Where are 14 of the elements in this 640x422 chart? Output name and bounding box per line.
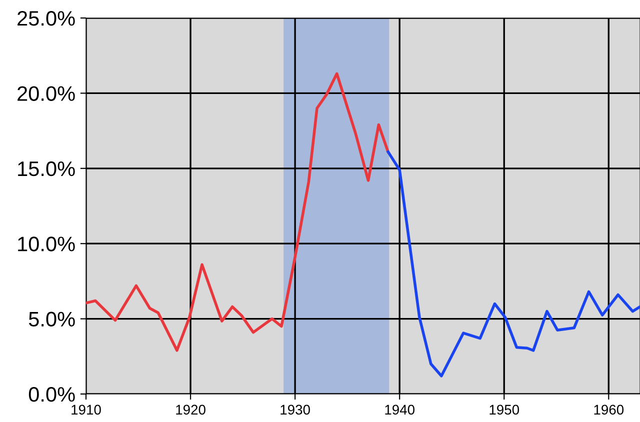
x-tick-label: 1940: [385, 404, 414, 415]
x-tick-label: 1920: [176, 404, 206, 415]
y-tick-label: 10.0%: [18, 236, 75, 252]
x-tick-label: 1930: [280, 404, 310, 415]
x-tick-label: 1910: [72, 404, 101, 415]
line-series: [86, 72, 390, 352]
y-tick-label: 15.0%: [18, 161, 75, 176]
y-tick-label: 0.0%: [28, 387, 75, 402]
y-tick-label: 20.0%: [18, 86, 75, 101]
x-tick-label: 1950: [490, 404, 520, 415]
line-series: [386, 150, 640, 378]
y-tick-label: 5.0%: [28, 312, 75, 327]
x-tick-label: 1960: [594, 404, 624, 415]
y-tick-label: 25.0%: [18, 11, 75, 26]
